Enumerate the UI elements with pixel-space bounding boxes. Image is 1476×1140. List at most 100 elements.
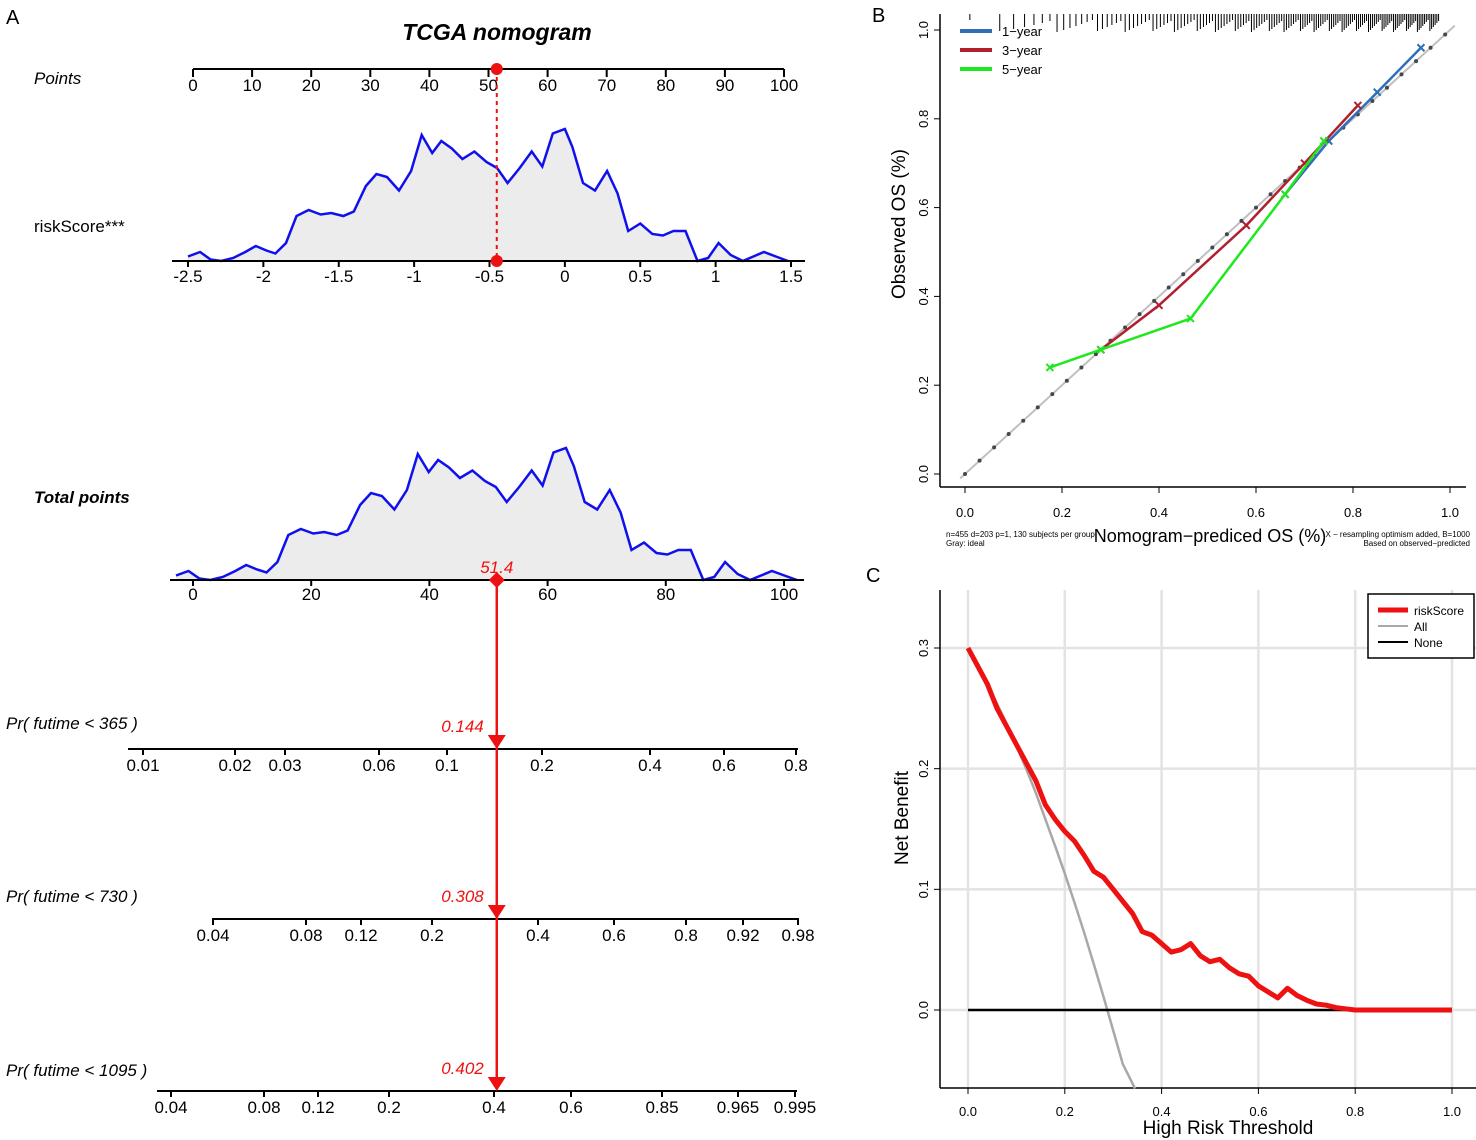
calibration-point-3	[1280, 190, 1290, 199]
total-points-value: 51.4	[480, 558, 513, 577]
calibration-ideal-line	[959, 24, 1456, 480]
prediction-value: 0.144	[441, 717, 484, 736]
nomogram-title: TCGA nomogram	[402, 19, 592, 45]
scale-tick-label-prob-2: 0.04	[154, 1098, 187, 1117]
calibration-ideal-dot	[1210, 245, 1215, 250]
scale-tick-label-prob-1: 0.4	[526, 926, 550, 945]
calibration-x-tick-label: 0.0	[956, 505, 974, 520]
dca-series-all	[966, 647, 1137, 1089]
scale-tick-label-total: 20	[302, 585, 321, 604]
calibration-ideal-dot	[1239, 218, 1244, 223]
riskscore-density-line	[187, 127, 789, 263]
scale-tick-label-prob-1: 0.04	[196, 926, 229, 945]
scale-tick-label-prob-2: 0.08	[247, 1098, 280, 1117]
calibration-ideal-dot	[1166, 285, 1171, 290]
scale-tick-label-total: 40	[420, 585, 439, 604]
points-marker	[490, 63, 503, 75]
dca-y-tick-label: 0.2	[916, 760, 931, 778]
dca-legend-label: riskScore	[1414, 604, 1464, 618]
total-points-marker	[488, 572, 505, 588]
prediction-value: 0.308	[441, 887, 484, 906]
calibration-legend-label: 5−year	[1002, 62, 1043, 77]
calibration-ideal-dot	[1384, 85, 1389, 90]
prediction-value: 0.402	[441, 1059, 484, 1078]
total-density-line	[175, 446, 798, 582]
scale-tick-label-prob-1: 0.98	[781, 926, 814, 945]
scale-tick-label-total: 60	[538, 585, 557, 604]
calibration-x-tick-label: 0.4	[1150, 505, 1168, 520]
prediction-arrowhead	[487, 735, 506, 749]
panel-label-c: C	[866, 565, 880, 587]
scale-tick-label-points: 30	[361, 76, 380, 95]
calibration-point-3	[1186, 314, 1195, 323]
calibration-y-label: Observed OS (%)	[889, 149, 910, 299]
scale-name-prob-0: Pr( futime < 365 )	[6, 714, 138, 733]
dca-y-tick-label: 0.3	[916, 639, 931, 657]
scale-name-prob-2: Pr( futime < 1095 )	[6, 1061, 147, 1080]
calibration-ideal-dot	[1123, 325, 1128, 330]
scale-tick-label-points: 20	[302, 76, 321, 95]
scale-tick-label-riskscore: -0.5	[475, 267, 504, 286]
scale-name-riskscore: riskScore***	[34, 217, 125, 236]
scale-tick-label-points: 80	[656, 76, 675, 95]
calibration-ideal-dot	[1224, 232, 1229, 237]
prediction-arrowhead	[487, 1077, 506, 1091]
scale-tick-label-riskscore: 0.5	[628, 267, 652, 286]
decision-curve-panel: C 0.0 0.2 0.4 0.6 0.8 1.0 0.0 0.1 0.2 0.3 riskScor…	[866, 565, 1476, 1139]
calibration-y-tick-label: 0.0	[916, 465, 931, 483]
scale-name-points: Points	[34, 69, 82, 88]
scale-tick-label-total: 100	[770, 585, 798, 604]
panel-label-b: B	[872, 5, 885, 27]
calibration-point-3	[1096, 345, 1106, 354]
scale-tick-label-points: 100	[770, 76, 798, 95]
nomogram-panel: A TCGA nomogram Points 0 10 20 30 40 50 60 70 80 9…	[6, 7, 816, 1117]
scale-name-prob-1: Pr( futime < 730 )	[6, 887, 138, 906]
calibration-point-3	[1319, 136, 1329, 146]
calibration-ideal-dot	[1093, 352, 1098, 357]
calibration-point-2	[1242, 221, 1251, 230]
dca-series-riskscore	[965, 646, 1452, 1013]
calibration-ideal-dot	[1414, 59, 1419, 64]
calibration-x-tick-label: 0.2	[1053, 505, 1071, 520]
calibration-point-2	[1353, 101, 1363, 110]
calibration-ideal-dot	[1064, 378, 1069, 383]
scale-tick-label-points: 40	[420, 76, 439, 95]
scale-tick-label-total: 80	[656, 585, 675, 604]
scale-tick-label-prob-0: 0.03	[268, 756, 301, 775]
calibration-ideal-dot	[1268, 192, 1273, 197]
calibration-ideal-dot	[1152, 298, 1157, 303]
scale-tick-label-riskscore: 1.5	[779, 267, 803, 286]
calibration-y-tick-label: 0.4	[916, 287, 931, 305]
calibration-ideal-dot	[1399, 72, 1404, 77]
calibration-point-1	[1416, 43, 1426, 52]
total-density-fill	[176, 448, 797, 580]
calibration-y-tick-label: 1.0	[916, 21, 931, 39]
scale-tick-label-prob-0: 0.6	[712, 756, 736, 775]
scale-tick-label-prob-2: 0.2	[377, 1098, 401, 1117]
scale-tick-label-riskscore: -1.5	[324, 267, 353, 286]
prediction-arrowhead	[487, 905, 506, 919]
scale-tick-label-prob-0: 0.2	[530, 756, 554, 775]
scale-tick-label-prob-2: 0.995	[774, 1098, 817, 1117]
calibration-note-left-1: n=455 d=203 p=1, 130 subjects per group	[946, 530, 1095, 539]
calibration-x-label: Nomogram−prediced OS (%)	[1094, 526, 1327, 546]
calibration-y-tick-label: 0.2	[916, 376, 931, 394]
scale-tick-label-prob-1: 0.92	[726, 926, 759, 945]
calibration-ideal-dot	[1443, 32, 1448, 37]
calibration-ideal-dot	[1137, 312, 1142, 317]
calibration-ideal-dot	[1035, 405, 1040, 410]
calibration-ideal-dot	[1195, 258, 1200, 263]
scale-tick-label-prob-1: 0.08	[289, 926, 322, 945]
scale-tick-label-riskscore: 1	[711, 267, 720, 286]
calibration-ideal-dot	[992, 445, 997, 450]
calibration-ideal-dot	[1370, 99, 1375, 104]
panel-label-a: A	[6, 7, 20, 29]
dca-x-tick-label: 0.4	[1153, 1104, 1171, 1119]
scale-tick-label-prob-1: 0.8	[674, 926, 698, 945]
dca-legend-label: All	[1414, 620, 1427, 634]
scale-tick-label-points: 70	[597, 76, 616, 95]
scale-tick-label-prob-2: 0.6	[559, 1098, 583, 1117]
scale-tick-label-prob-0: 0.4	[638, 756, 662, 775]
dca-y-label: Net Benefit	[892, 770, 913, 865]
dca-legend-label: None	[1414, 636, 1443, 650]
